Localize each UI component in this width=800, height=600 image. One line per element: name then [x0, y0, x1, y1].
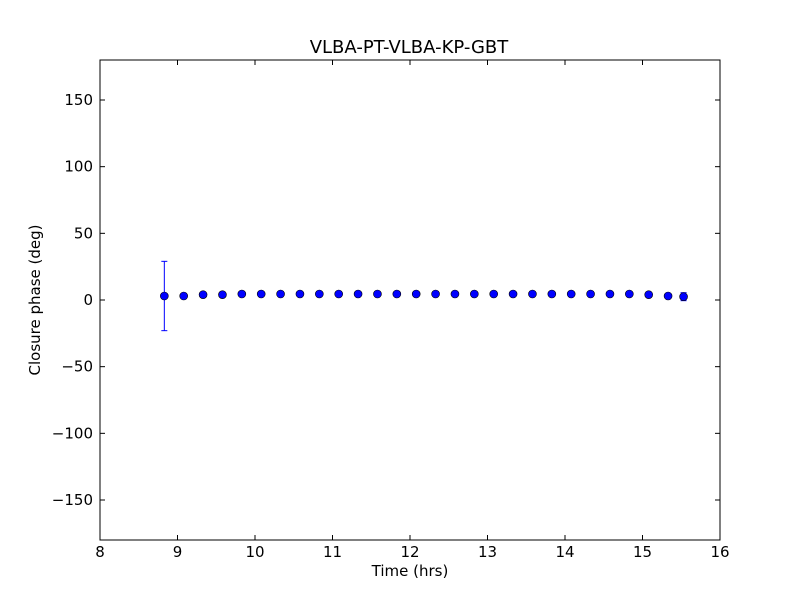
plot-area: 8 9 10 11 12 13 14 15 16 −150 −100 −50 0 50 100 150	[52, 59, 730, 561]
data-point	[276, 289, 285, 299]
x-tick-label: 13	[478, 543, 497, 561]
data-point	[679, 292, 688, 301]
data-point	[295, 289, 305, 299]
data-point	[547, 289, 557, 299]
data-point	[160, 291, 169, 301]
data-point	[373, 289, 382, 299]
data-point	[566, 289, 576, 299]
data-point	[431, 289, 440, 299]
y-tick-label: −150	[52, 491, 93, 509]
x-axis-label: Time (hrs)	[371, 562, 449, 580]
data-point	[411, 289, 421, 299]
data-point	[237, 289, 247, 299]
data-point	[198, 290, 208, 299]
y-tick-label: −100	[52, 424, 93, 442]
data-point	[179, 291, 188, 301]
data-point	[508, 289, 518, 299]
x-tick-label: 16	[710, 543, 729, 561]
x-tick-label: 10	[245, 543, 264, 561]
data-point	[256, 289, 266, 299]
x-tick-label: 8	[95, 543, 105, 561]
data-point	[334, 289, 344, 299]
data-point	[528, 289, 537, 299]
y-tick-label: −50	[61, 358, 93, 376]
x-tick-label: 11	[323, 543, 342, 561]
x-tick-label: 9	[173, 543, 183, 561]
data-point	[605, 289, 615, 299]
y-tick-label: 0	[83, 291, 93, 309]
data-point	[470, 289, 479, 299]
data-point	[450, 289, 460, 299]
y-tick-label: 50	[74, 224, 93, 242]
x-tick-label: 12	[400, 543, 419, 561]
data-point	[586, 289, 595, 299]
chart-title: VLBA-PT-VLBA-KP-GBT	[310, 37, 510, 58]
data-point	[625, 289, 634, 299]
data-point	[644, 290, 654, 299]
data-point	[353, 289, 363, 299]
data-point	[218, 290, 227, 299]
data-point	[489, 289, 499, 299]
data-point	[392, 289, 402, 299]
data-point	[663, 291, 673, 301]
x-tick-label: 14	[555, 543, 574, 561]
y-axis-label: Closure phase (deg)	[26, 225, 44, 376]
y-tick-label: 100	[64, 158, 93, 176]
data-point	[315, 289, 324, 299]
y-tick-label: 150	[64, 91, 93, 109]
x-tick-label: 15	[633, 543, 652, 561]
